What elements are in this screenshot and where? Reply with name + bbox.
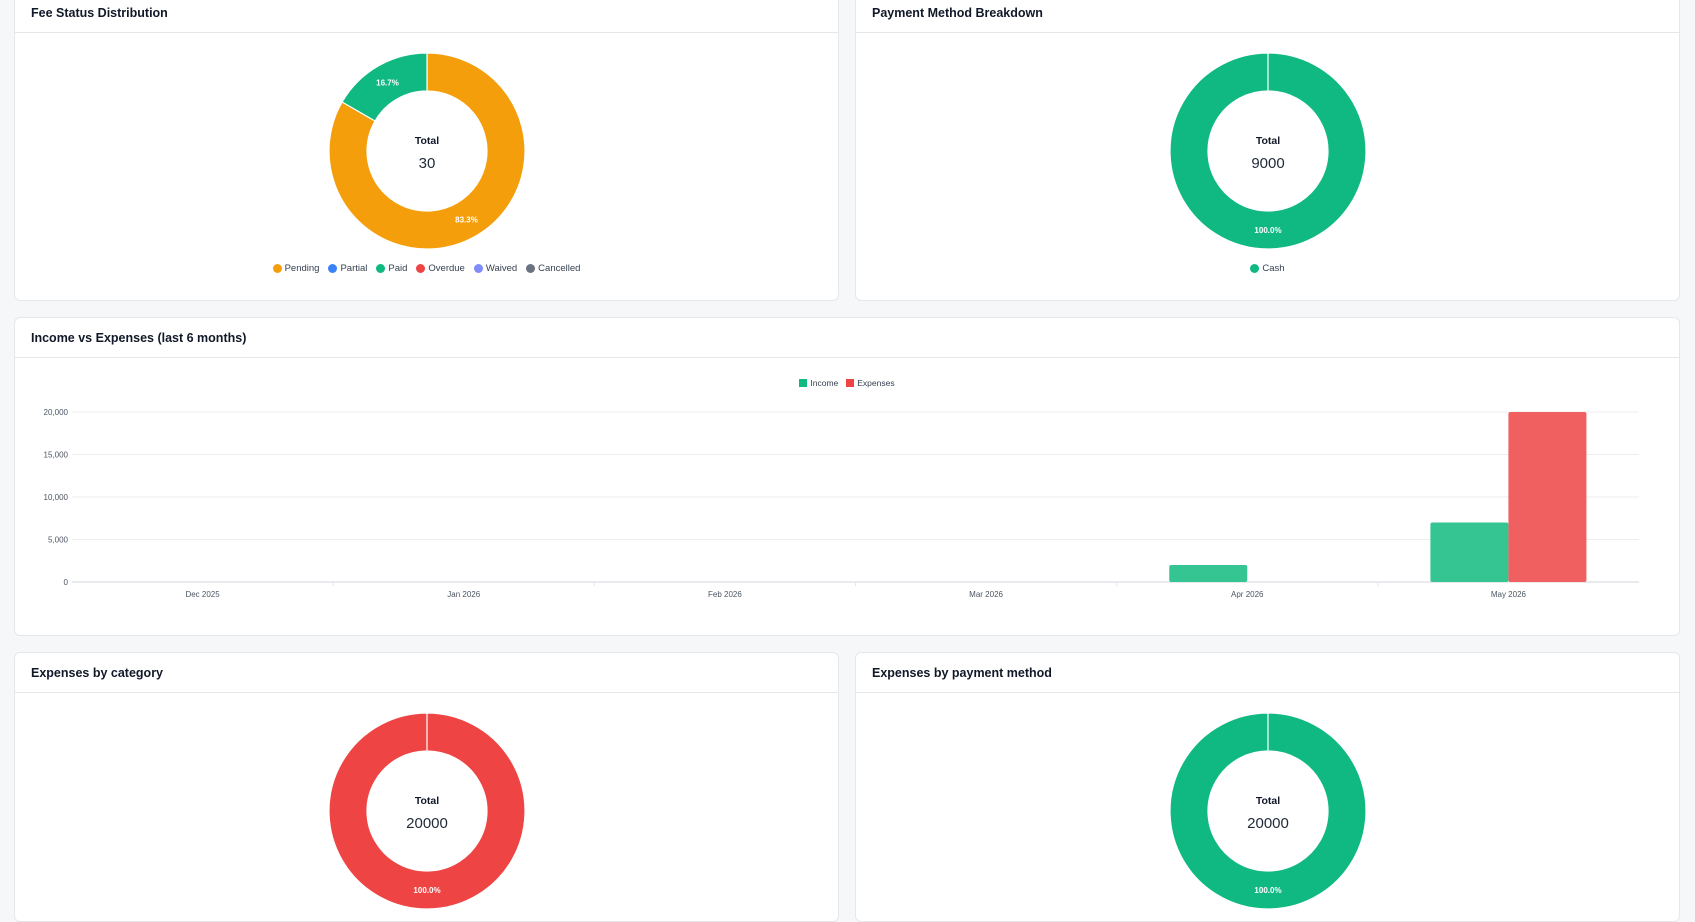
income-bar[interactable] bbox=[1430, 522, 1509, 583]
fee-status-legend-label: Pending bbox=[284, 263, 320, 274]
expenses-payment-donut-svg: 100.0% Total 20000 bbox=[1168, 712, 1367, 910]
expenses-payment-center-value: 20000 bbox=[1247, 815, 1289, 832]
fee-status-slice bbox=[327, 52, 526, 250]
income-expenses-legend-item[interactable]: Expenses bbox=[846, 378, 895, 388]
expenses-category-donut-svg: 100.0% Total 20000 bbox=[327, 712, 526, 910]
income-expenses-title: Income vs Expenses (last 6 months) bbox=[15, 318, 1679, 358]
fee-status-legend-item[interactable]: Paid bbox=[376, 263, 407, 274]
expenses-payment-data-label: 100.0% bbox=[1254, 886, 1281, 895]
payment-method-center-value: 9000 bbox=[1251, 155, 1284, 172]
x-tick-label: May 2026 bbox=[1491, 590, 1527, 599]
x-tick-label: Dec 2025 bbox=[185, 590, 220, 599]
expenses-category-card: Expenses by category 100.0% Total 20000 bbox=[14, 652, 839, 922]
fee-status-legend-item[interactable]: Overdue bbox=[416, 263, 465, 274]
expenses-payment-card: Expenses by payment method 100.0% Total 20… bbox=[855, 652, 1680, 922]
payment-method-title: Payment Method Breakdown bbox=[856, 0, 1679, 33]
expenses-payment-center-label: Total bbox=[1255, 795, 1279, 807]
expenses-category-title: Expenses by category bbox=[15, 653, 838, 693]
fee-status-title: Fee Status Distribution bbox=[15, 0, 838, 33]
fee-status-data-label: 83.3% bbox=[455, 215, 478, 224]
fee-status-legend-label: Paid bbox=[388, 263, 408, 274]
income-expenses-legend-item[interactable]: Income bbox=[799, 378, 838, 388]
x-tick-label: Mar 2026 bbox=[969, 590, 1003, 599]
fee-status-legend-item[interactable]: Waived bbox=[473, 263, 518, 274]
expenses-category-donut: 100.0% Total 20000 bbox=[15, 711, 838, 911]
fee-status-legend-item[interactable]: Cancelled bbox=[526, 263, 580, 274]
expenses-payment-donut: 100.0% Total 20000 bbox=[856, 711, 1679, 911]
y-tick-label: 15,000 bbox=[44, 451, 69, 460]
expenses-payment-slice bbox=[1168, 712, 1367, 910]
x-tick-label: Apr 2026 bbox=[1231, 590, 1264, 599]
fee-status-legend-label: Cancelled bbox=[538, 263, 581, 274]
fee-status-legend-dot bbox=[526, 264, 536, 273]
income-expenses-legend-label: Expenses bbox=[857, 378, 895, 388]
y-tick-label: 10,000 bbox=[44, 493, 69, 502]
x-tick-label: Feb 2026 bbox=[708, 590, 742, 599]
fee-status-legend-label: Partial bbox=[340, 263, 368, 274]
fee-status-legend-dot bbox=[416, 264, 426, 273]
income-expenses-legend-label: Income bbox=[810, 378, 839, 388]
fee-status-legend-dot bbox=[376, 264, 386, 273]
expenses-bar[interactable] bbox=[1508, 412, 1587, 582]
income-expenses-card: Income vs Expenses (last 6 months) Incom… bbox=[14, 317, 1680, 636]
expenses-payment-title: Expenses by payment method bbox=[856, 653, 1679, 693]
fee-status-legend-item[interactable]: Pending bbox=[272, 263, 320, 274]
fee-status-data-label: 16.7% bbox=[376, 79, 399, 88]
y-tick-label: 0 bbox=[64, 578, 69, 587]
payment-method-donut-svg: 100.0% Total 9000 bbox=[1168, 52, 1367, 250]
income-expenses-legend: Income Expenses bbox=[15, 378, 1679, 388]
income-bar[interactable] bbox=[1169, 565, 1248, 582]
payment-method-center-label: Total bbox=[1255, 135, 1279, 147]
expenses-category-center-label: Total bbox=[414, 795, 438, 807]
fee-status-legend-label: Overdue bbox=[428, 263, 465, 274]
fee-status-card: Fee Status Distribution 83.3% 16.7% Total 3… bbox=[14, 0, 839, 301]
fee-status-donut: 83.3% 16.7% Total 30 bbox=[15, 51, 838, 251]
income-expenses-legend-swatch bbox=[799, 379, 808, 387]
y-tick-label: 20,000 bbox=[44, 408, 69, 417]
fee-status-legend-item[interactable]: Partial bbox=[328, 263, 367, 274]
payment-method-legend-dot bbox=[1250, 264, 1260, 273]
fee-status-slice bbox=[340, 52, 428, 122]
payment-method-data-label: 100.0% bbox=[1254, 226, 1281, 235]
income-expenses-chart: 0 5,000 10,000 15,000 20,000 Dec 2025 Jan 2026… bbox=[44, 408, 1639, 599]
payment-method-legend-label: Cash bbox=[1262, 263, 1285, 274]
payment-method-slice bbox=[1168, 52, 1367, 250]
fee-status-legend-label: Waived bbox=[485, 263, 518, 274]
payment-method-card: Payment Method Breakdown 100.0% Total 9000… bbox=[855, 0, 1680, 301]
income-expenses-legend-swatch bbox=[846, 379, 855, 387]
fee-status-legend-dot bbox=[473, 264, 483, 273]
fee-status-legend-dot bbox=[328, 264, 338, 273]
expenses-category-data-label: 100.0% bbox=[413, 886, 440, 895]
fee-status-legend-dot bbox=[272, 264, 282, 273]
payment-method-legend-item[interactable]: Cash bbox=[1250, 263, 1285, 274]
fee-status-center-value: 30 bbox=[418, 155, 435, 172]
fee-status-donut-svg: 83.3% 16.7% Total 30 bbox=[327, 52, 526, 250]
payment-method-legend: Cash bbox=[856, 263, 1679, 274]
y-tick-label: 5,000 bbox=[48, 536, 69, 545]
payment-method-donut: 100.0% Total 9000 bbox=[856, 51, 1679, 251]
fee-status-legend: Pending Partial Paid Overdue Waived Cancelled bbox=[15, 263, 838, 274]
expenses-category-slice bbox=[327, 712, 526, 910]
expenses-category-center-value: 20000 bbox=[406, 815, 448, 832]
x-tick-label: Jan 2026 bbox=[447, 590, 480, 599]
fee-status-center-label: Total bbox=[414, 135, 438, 147]
